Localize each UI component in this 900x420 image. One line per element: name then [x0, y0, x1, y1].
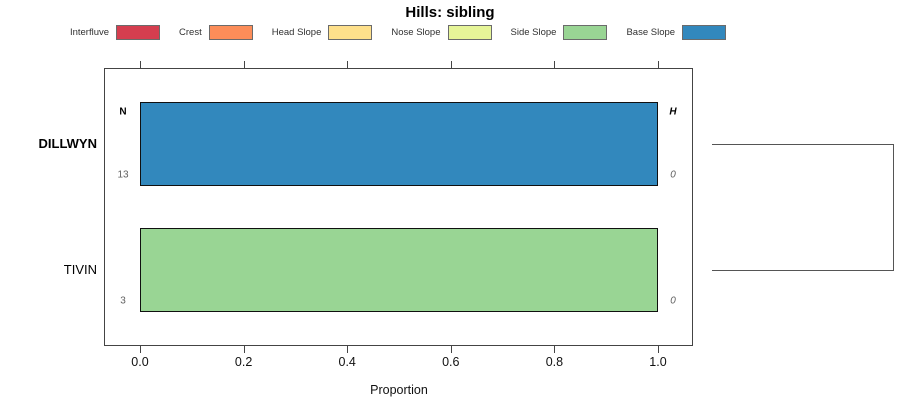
- legend-item-label: Side Slope: [510, 27, 557, 38]
- n-count-value: 3: [120, 295, 126, 307]
- legend-color-swatch: [447, 25, 492, 40]
- x-tick-label: 0.8: [545, 355, 564, 369]
- x-tick-label: 1.0: [649, 355, 667, 369]
- chart-title: Hills: sibling: [405, 4, 495, 21]
- x-tick-label: 0.4: [338, 355, 356, 369]
- axis-tick-bottom: [450, 346, 452, 353]
- h-value: 0: [670, 295, 676, 307]
- legend-item: Base Slope: [626, 25, 727, 40]
- axis-tick-top: [554, 61, 556, 68]
- bar-segment-side-slope: [140, 228, 658, 312]
- legend-item-label: Crest: [179, 27, 202, 38]
- bar-segment-base-slope: [140, 102, 658, 186]
- legend-color-swatch: [208, 25, 253, 40]
- legend-item-label: Base Slope: [626, 27, 676, 38]
- n-column-header: N: [119, 106, 127, 118]
- dendrogram-branch-top: [712, 144, 893, 145]
- legend-item: Head Slope: [272, 25, 373, 40]
- h-column-header: H: [669, 106, 677, 118]
- axis-tick-bottom: [140, 346, 141, 353]
- x-tick-label: 0.2: [234, 355, 253, 369]
- legend-item: Nose Slope: [391, 25, 492, 40]
- category-label-dillwyn: DILLWYN: [38, 136, 98, 151]
- axis-tick-bottom: [347, 346, 349, 353]
- axis-tick-top: [243, 61, 245, 68]
- legend-item: Interfluve: [69, 25, 161, 40]
- legend-item: Side Slope: [511, 25, 608, 40]
- legend-item-label: Nose Slope: [391, 27, 441, 38]
- plot-area: [104, 68, 693, 346]
- axis-tick-top: [450, 61, 452, 68]
- legend-color-swatch: [682, 25, 727, 40]
- h-value: 0: [670, 169, 676, 181]
- n-count-value: 13: [117, 169, 129, 181]
- legend-item: Crest: [179, 25, 253, 40]
- legend-color-swatch: [328, 25, 373, 40]
- axis-tick-top: [658, 61, 659, 68]
- dendrogram-join: [893, 144, 894, 271]
- dendrogram-branch-bottom: [712, 270, 893, 271]
- axis-tick-top: [140, 61, 141, 68]
- axis-tick-bottom: [243, 346, 245, 353]
- legend-color-swatch: [116, 25, 161, 40]
- legend: Interfluve Crest Head Slope Nose Slope Side …: [0, 25, 796, 40]
- x-axis-title: Proportion: [370, 383, 428, 397]
- axis-tick-top: [347, 61, 349, 68]
- legend-item-label: Interfluve: [69, 27, 110, 38]
- axis-tick-bottom: [554, 346, 556, 353]
- legend-color-swatch: [563, 25, 608, 40]
- x-tick-label: 0.0: [131, 355, 149, 369]
- category-label-tivin: TIVIN: [63, 262, 97, 277]
- axis-tick-bottom: [658, 346, 659, 353]
- x-tick-label: 0.6: [442, 355, 460, 369]
- legend-item-label: Head Slope: [271, 27, 322, 38]
